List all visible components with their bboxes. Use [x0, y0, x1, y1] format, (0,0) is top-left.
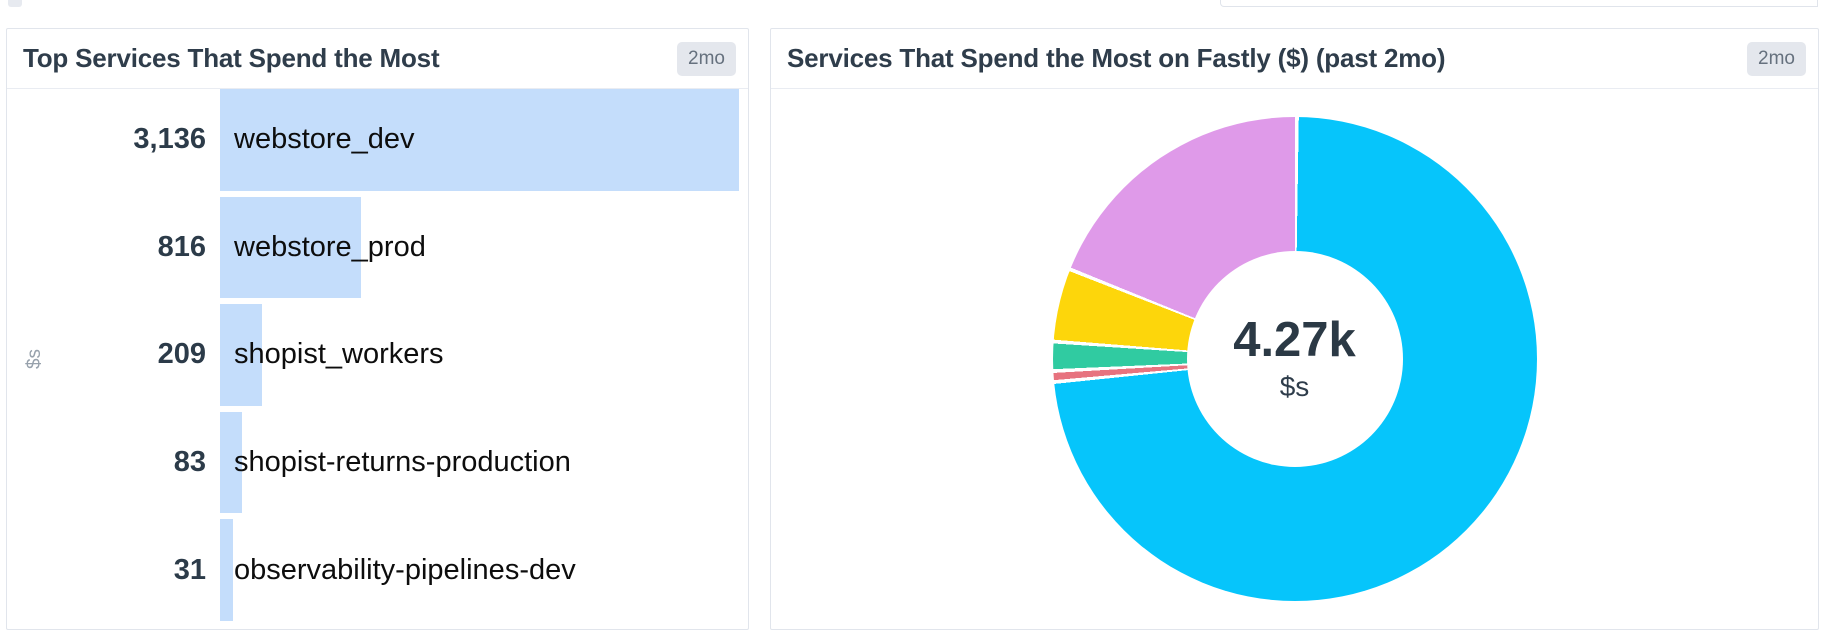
bar[interactable] — [220, 89, 739, 191]
donut-unit-label: $s — [1279, 370, 1310, 402]
bar[interactable] — [220, 196, 361, 299]
bar[interactable] — [220, 411, 242, 514]
bar-label: observability-pipelines-dev — [234, 553, 576, 586]
bar-label: webstore_dev — [234, 123, 415, 156]
bar-value: 816 — [157, 230, 206, 263]
donut-chart-panel: Services That Spend the Most on Fastly (… — [770, 28, 1819, 630]
bar-label: webstore_prod — [234, 230, 426, 263]
bar-row[interactable]: 816 webstore_prod — [7, 196, 739, 299]
bar-chart-panel: Top Services That Spend the Most 2mo $s … — [6, 28, 749, 630]
time-range-badge: 2mo — [677, 41, 736, 76]
bar-value: 83 — [173, 446, 206, 479]
bar-value: 31 — [173, 553, 206, 586]
bar-track: webstore_prod — [220, 196, 739, 299]
bar-row[interactable]: 83 shopist-returns-production — [7, 411, 739, 514]
donut-ring[interactable]: 4.27k $s — [1052, 117, 1537, 601]
bar-track: shopist_workers — [220, 304, 739, 406]
bar-row[interactable]: 31 observability-pipelines-dev — [7, 519, 739, 621]
bar-label: shopist-returns-production — [234, 446, 571, 479]
bar-value: 209 — [157, 338, 206, 371]
bar[interactable] — [220, 304, 262, 406]
top-right-cutoff-element — [1220, 0, 1818, 7]
bar-rows: 3,136 webstore_dev 816 webstore_prod 209 shop… — [7, 89, 739, 621]
bar-row[interactable]: 3,136 webstore_dev — [7, 89, 739, 191]
panel-title: Services That Spend the Most on Fastly (… — [787, 43, 1446, 73]
donut-hole: 4.27k $s — [1186, 251, 1403, 467]
bar-track: observability-pipelines-dev — [220, 519, 739, 621]
bar-track: shopist-returns-production — [220, 411, 739, 514]
donut-chart: 4.27k $s — [771, 89, 1818, 629]
bar[interactable] — [220, 519, 233, 621]
panel-header: Services That Spend the Most on Fastly (… — [771, 29, 1818, 89]
bar-chart: $s 3,136 webstore_dev 816 webstore_prod 209 s… — [7, 89, 748, 629]
donut-total-value: 4.27k — [1233, 313, 1356, 368]
top-left-cutoff-element — [8, 0, 22, 7]
bar-value: 3,136 — [133, 123, 206, 156]
panel-header: Top Services That Spend the Most 2mo — [7, 29, 748, 89]
bar-track: webstore_dev — [220, 89, 739, 191]
bar-row[interactable]: 209 shopist_workers — [7, 304, 739, 406]
bar-label: shopist_workers — [234, 338, 444, 371]
panel-title: Top Services That Spend the Most — [23, 43, 440, 73]
time-range-badge: 2mo — [1747, 41, 1806, 76]
